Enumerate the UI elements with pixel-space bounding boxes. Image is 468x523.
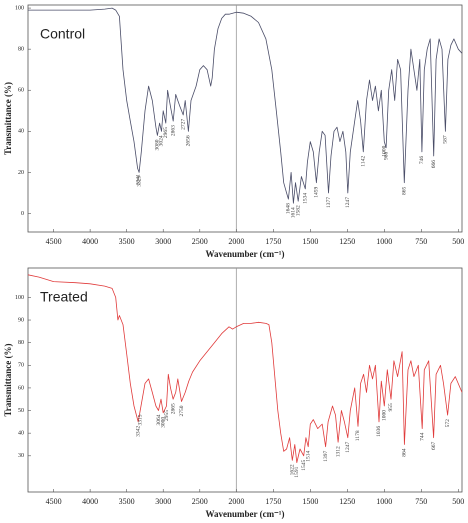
- x-tick-label: 750: [415, 497, 427, 506]
- peak-label: 587: [443, 135, 449, 144]
- y-tick-label: 40: [18, 431, 24, 437]
- peak-label: 1142: [361, 156, 367, 167]
- peak-label: 1000: [382, 145, 388, 156]
- x-tick-label: 1500: [302, 497, 318, 506]
- x-axis-title: Wavenumber (cm⁻¹): [205, 249, 284, 259]
- x-tick-label: 3500: [119, 497, 135, 506]
- peak-label: 2656: [186, 135, 192, 146]
- peak-label: 1000: [382, 410, 388, 421]
- y-tick-label: 30: [18, 453, 24, 459]
- plot-frame: [27, 4, 463, 233]
- peak-label: 3341: [136, 174, 142, 185]
- peak-label: 2863: [171, 125, 177, 136]
- peak-label: 2727: [180, 119, 186, 130]
- x-tick-label: 1250: [339, 237, 355, 246]
- y-tick-label: 100: [15, 5, 24, 11]
- peak-label: 1247: [345, 197, 351, 208]
- peak-label: 1397: [323, 450, 329, 461]
- x-tick-label: 1000: [376, 497, 392, 506]
- plot-frame: [27, 267, 463, 493]
- x-tick-label: 2500: [192, 237, 208, 246]
- peak-label: 955: [388, 403, 394, 412]
- x-tick-label: 750: [415, 237, 427, 246]
- x-tick-label: 1250: [339, 497, 355, 506]
- peak-label: 3080: [155, 139, 161, 150]
- peak-label: 3342: [135, 426, 141, 437]
- x-tick-label: 1500: [302, 237, 318, 246]
- peak-label: 1036: [376, 426, 382, 437]
- peak-label: 2865: [170, 403, 176, 414]
- peak-label: 3024: [159, 135, 165, 146]
- peak-label: 1622: [290, 464, 296, 475]
- x-tick-label: 3000: [155, 237, 171, 246]
- peak-label: 3329: [136, 175, 142, 186]
- x-tick-label: 1000: [376, 237, 392, 246]
- peak-label: 3064: [156, 414, 162, 425]
- x-tick-label: 4000: [82, 237, 98, 246]
- x-tick-label: 1750: [265, 497, 281, 506]
- y-tick-label: 80: [18, 340, 24, 346]
- peak-label: 2965: [163, 127, 169, 138]
- peak-label: 572: [445, 419, 451, 428]
- peak-label: 2750: [179, 405, 185, 416]
- peak-label: 1582: [295, 205, 301, 216]
- peak-label: 3000: [160, 417, 166, 428]
- peak-label: 667: [431, 441, 437, 450]
- spectrum-line: [28, 7, 463, 204]
- panel-label: Treated: [40, 289, 88, 305]
- y-tick-label: 20: [18, 170, 24, 176]
- peak-label: 1545: [301, 460, 307, 471]
- peak-label: 2955: [164, 410, 170, 421]
- x-tick-label: 3000: [155, 497, 171, 506]
- peak-label: 746: [419, 156, 425, 165]
- x-tick-label: 2500: [192, 497, 208, 506]
- y-axis-title: Transmittance (%): [3, 343, 13, 416]
- y-tick-label: 40: [18, 129, 24, 135]
- x-tick-label: 2000: [228, 497, 244, 506]
- peak-label: 1178: [355, 430, 361, 441]
- y-tick-label: 80: [18, 47, 24, 53]
- peak-label: 1514: [306, 450, 312, 461]
- y-tick-label: 70: [18, 363, 24, 369]
- y-tick-label: 60: [18, 88, 24, 94]
- y-tick-label: 0: [21, 211, 24, 217]
- y-tick-label: 100: [15, 295, 24, 301]
- x-tick-label: 2000: [228, 237, 244, 246]
- peak-label: 1459: [314, 186, 320, 197]
- peak-label: 1534: [303, 193, 309, 204]
- x-tick-label: 500: [452, 237, 464, 246]
- peak-label: 1648: [286, 203, 292, 214]
- peak-label: 666: [431, 160, 437, 169]
- x-tick-label: 4500: [46, 497, 62, 506]
- x-tick-label: 500: [452, 497, 464, 506]
- y-tick-label: 90: [18, 317, 24, 323]
- peak-label: 1312: [335, 446, 341, 457]
- x-tick-label: 1750: [265, 237, 281, 246]
- peak-label: 3315: [137, 414, 143, 425]
- x-tick-label: 4000: [82, 497, 98, 506]
- x-axis-title: Wavenumber (cm⁻¹): [205, 509, 284, 519]
- peak-label: 1377: [326, 197, 332, 208]
- peak-label: 1614: [291, 207, 297, 218]
- spectrum-line: [27, 274, 463, 463]
- peak-label: 864: [402, 448, 408, 457]
- peak-label: 1591: [294, 466, 300, 477]
- y-tick-label: 60: [18, 385, 24, 391]
- panel-label: Control: [40, 26, 85, 42]
- x-tick-label: 3500: [119, 237, 135, 246]
- peak-label: 1247: [345, 441, 351, 452]
- y-tick-label: 50: [18, 408, 24, 414]
- peak-label: 865: [402, 186, 408, 195]
- peak-label: 744: [419, 432, 425, 441]
- peak-label: 988: [383, 152, 389, 161]
- x-tick-label: 4500: [46, 237, 62, 246]
- y-axis-title: Transmittance (%): [3, 82, 13, 155]
